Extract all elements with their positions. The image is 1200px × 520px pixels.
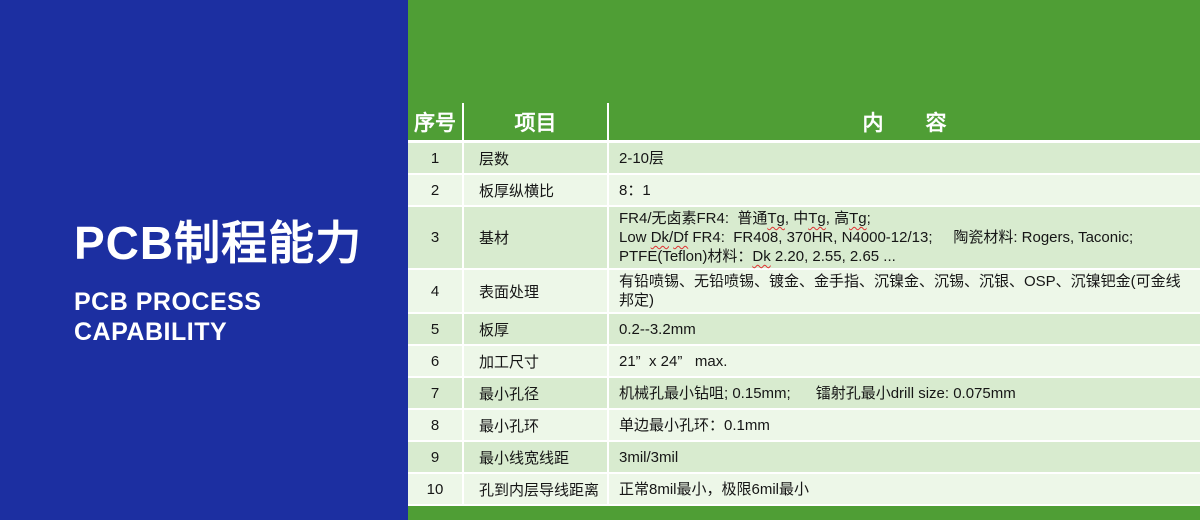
row-content: 有铅喷锡、无铅喷锡、镀金、金手指、沉镍金、沉锡、沉银、OSP、沉镍钯金(可金线邦… [608, 269, 1200, 314]
subtitle-line-1: PCB PROCESS [74, 288, 262, 317]
row-item: 基材 [463, 206, 609, 270]
row-content: 机械孔最小钻咀; 0.15mm; 镭射孔最小drill size: 0.075m… [608, 377, 1200, 410]
row-item: 最小孔径 [463, 377, 609, 410]
table-row: 4 表面处理 有铅喷锡、无铅喷锡、镀金、金手指、沉镍金、沉锡、沉银、OSP、沉镍… [408, 269, 1200, 314]
row-number: 8 [408, 409, 464, 442]
row-number: 2 [408, 174, 464, 207]
table-header-row: 序号 项目 内 容 [408, 103, 1200, 143]
row-content: 8：1 [608, 174, 1200, 207]
page-subtitle: PCB PROCESS CAPABILITY [74, 287, 398, 347]
row-item: 最小孔环 [463, 409, 609, 442]
table-row: 2 板厚纵横比 8：1 [408, 174, 1200, 207]
row-number: 10 [408, 473, 464, 506]
header-no: 序号 [408, 103, 464, 143]
row-content: 正常8mil最小，极限6mil最小 [608, 473, 1200, 506]
table-row: 6 加工尺寸 21” x 24” max. [408, 345, 1200, 378]
row-content: 2-10层 [608, 141, 1200, 175]
table-row: 8 最小孔环 单边最小孔环：0.1mm [408, 409, 1200, 442]
row-number: 4 [408, 269, 464, 314]
table-row: 5 板厚 0.2--3.2mm [408, 313, 1200, 346]
header-item: 项目 [463, 103, 609, 143]
table-row: 10 孔到内层导线距离 正常8mil最小，极限6mil最小 [408, 473, 1200, 506]
title-panel: PCB制程能力 PCB PROCESS CAPABILITY [0, 0, 408, 520]
row-item: 层数 [463, 141, 609, 175]
page-title: PCB制程能力 [74, 217, 363, 269]
row-number: 5 [408, 313, 464, 346]
row-item: 加工尺寸 [463, 345, 609, 378]
pcb-capability-table: 序号 项目 内 容 1 层数 2-10层 2 板厚纵横比 8：1 3 [408, 103, 1200, 506]
table-row: 9 最小线宽线距 3mil/3mil [408, 441, 1200, 474]
row-content: 单边最小孔环：0.1mm [608, 409, 1200, 442]
row-number: 1 [408, 141, 464, 175]
content-panel: 序号 项目 内 容 1 层数 2-10层 2 板厚纵横比 8：1 3 [408, 0, 1200, 520]
table-row: 7 最小孔径 机械孔最小钻咀; 0.15mm; 镭射孔最小drill size:… [408, 377, 1200, 410]
header-content: 内 容 [608, 103, 1200, 143]
row-item: 板厚纵横比 [463, 174, 609, 207]
row-item: 表面处理 [463, 269, 609, 314]
row-item: 孔到内层导线距离 [463, 473, 609, 506]
row-number: 3 [408, 206, 464, 270]
row-number: 6 [408, 345, 464, 378]
table-row: 3 基材 FR4/无卤素FR4: 普通Tg, 中Tg, 高Tg; Low Dk/D… [408, 206, 1200, 270]
row-content: FR4/无卤素FR4: 普通Tg, 中Tg, 高Tg; Low Dk/Df FR4… [608, 206, 1200, 270]
table-row: 1 层数 2-10层 [408, 141, 1200, 175]
row-number: 7 [408, 377, 464, 410]
row-content: 0.2--3.2mm [608, 313, 1200, 346]
row-item: 板厚 [463, 313, 609, 346]
row-item: 最小线宽线距 [463, 441, 609, 474]
subtitle-line-2: CAPABILITY [74, 318, 228, 347]
row-content: 3mil/3mil [608, 441, 1200, 474]
row-number: 9 [408, 441, 464, 474]
row-content: 21” x 24” max. [608, 345, 1200, 378]
